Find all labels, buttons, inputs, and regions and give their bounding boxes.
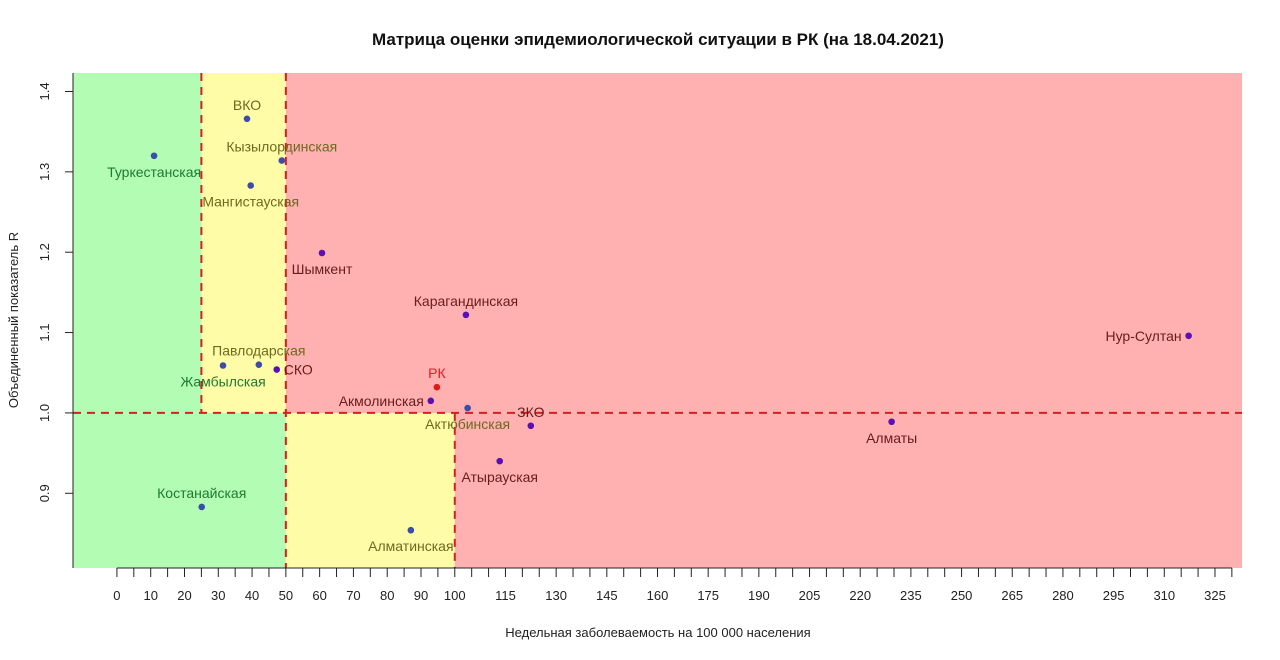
data-point xyxy=(496,457,504,465)
x-tick-label: 235 xyxy=(900,588,922,603)
y-tick-label: 1.3 xyxy=(37,163,52,181)
x-tick-label: 50 xyxy=(279,588,293,603)
axes: 0 10 20 30 40 50 60 70 80 90 100 115 130 145 160 175 190… xyxy=(37,73,1233,603)
x-tick-label: 190 xyxy=(748,588,770,603)
x-tick-label: 205 xyxy=(799,588,821,603)
x-tick-label: 280 xyxy=(1052,588,1074,603)
x-axis-label: Недельная заболеваемость на 100 000 насе… xyxy=(505,625,810,640)
x-tick-label: 0 xyxy=(113,588,120,603)
y-tick-label: 1.1 xyxy=(37,324,52,342)
point-label: Павлодарская xyxy=(212,343,305,359)
y-axis-label: Объединенный показатель R xyxy=(6,232,21,408)
zone-yellow xyxy=(201,73,286,413)
zone-green xyxy=(73,412,286,568)
data-point xyxy=(1185,332,1192,340)
x-tick-label: 70 xyxy=(346,588,360,603)
y-tick-label: 0.9 xyxy=(37,484,52,502)
data-point xyxy=(198,503,206,511)
x-tick-label: 10 xyxy=(143,588,157,603)
x-tick-label: 250 xyxy=(951,588,973,603)
y-tick-label: 1.4 xyxy=(37,82,52,100)
data-point xyxy=(278,157,286,164)
x-tick-label: 40 xyxy=(245,588,259,603)
x-tick-label: 115 xyxy=(495,588,516,603)
data-point xyxy=(464,404,471,412)
data-point xyxy=(150,152,158,160)
x-tick-label: 20 xyxy=(177,588,191,603)
chart-title: Матрица оценки эпидемиологической ситуац… xyxy=(372,30,944,49)
data-point xyxy=(527,422,535,430)
threshold-lines xyxy=(73,73,1242,568)
point-labels: Туркестанская ВКО Кызылординская Мангистаус… xyxy=(107,97,1182,554)
point-label: Атырауская xyxy=(461,469,538,485)
x-tick-label: 310 xyxy=(1153,588,1175,603)
point-label: Туркестанская xyxy=(107,164,201,180)
point-label: Кызылординская xyxy=(226,139,337,155)
data-points xyxy=(150,115,1192,534)
data-point xyxy=(407,526,415,534)
x-tick-label: 160 xyxy=(647,588,669,603)
point-label: ВКО xyxy=(233,97,261,113)
zone-red xyxy=(285,73,1242,413)
point-label: Алматы xyxy=(866,430,917,446)
data-point xyxy=(462,311,470,319)
data-point xyxy=(255,361,263,368)
point-label: Мангистауская xyxy=(202,194,299,210)
data-point xyxy=(318,249,326,257)
x-tick-label: 130 xyxy=(545,588,567,603)
point-label: ЗКО xyxy=(517,404,544,420)
x-tick-label: 295 xyxy=(1103,588,1125,603)
x-tick-label: 80 xyxy=(380,588,394,603)
data-point xyxy=(433,383,441,391)
zone-green xyxy=(73,73,202,413)
x-tick-label: 145 xyxy=(596,588,618,603)
x-tick-label: 265 xyxy=(1001,588,1023,603)
point-label: Карагандинская xyxy=(414,293,518,309)
data-point xyxy=(888,418,895,426)
data-point xyxy=(273,366,281,373)
point-label: Актюбинская xyxy=(425,416,510,432)
zone-backgrounds xyxy=(73,73,1243,568)
x-tick-label: 220 xyxy=(849,588,871,603)
x-tick-label: 90 xyxy=(414,588,428,603)
data-point xyxy=(243,115,251,123)
x-tick-label: 100 xyxy=(444,588,466,603)
data-point xyxy=(247,182,255,189)
zone-red xyxy=(454,412,1243,568)
data-point xyxy=(219,362,227,369)
point-label: Акмолинская xyxy=(339,393,424,409)
data-point xyxy=(427,397,435,405)
point-label: Нур-Султан xyxy=(1105,328,1181,344)
x-tick-label: 30 xyxy=(211,588,225,603)
x-tick-label: 325 xyxy=(1204,588,1226,603)
y-tick-label: 1.2 xyxy=(37,243,52,261)
point-label: РК xyxy=(428,365,446,381)
y-tick-label: 1.0 xyxy=(37,404,52,422)
point-label: СКО xyxy=(284,362,313,378)
zone-yellow xyxy=(285,412,455,568)
x-tick-label: 60 xyxy=(312,588,326,603)
x-tick-label: 175 xyxy=(697,588,719,603)
point-label: Жамбылская xyxy=(180,374,265,390)
point-label: Костанайская xyxy=(157,485,246,501)
point-label: Алматинская xyxy=(368,538,453,554)
point-label: Шымкент xyxy=(292,261,353,277)
